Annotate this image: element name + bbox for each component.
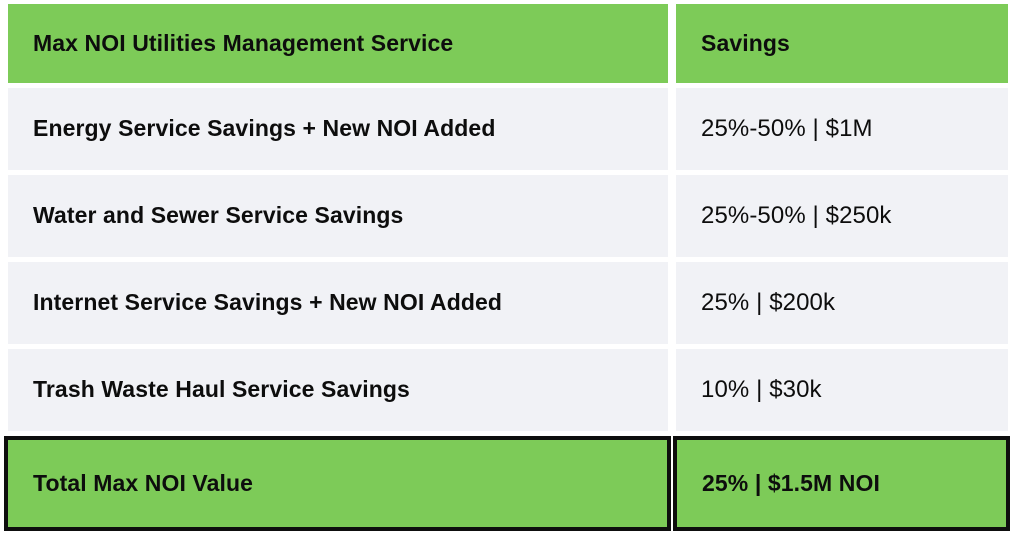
noi-savings-table: Max NOI Utilities Management Service Sav… [4,4,1010,531]
table-row-value: 25%-50% | $250k [676,175,1008,257]
table-header-service-label: Max NOI Utilities Management Service [33,29,454,56]
row-savings-value: 25%-50% | $1M [701,114,873,142]
table-row: Water and Sewer Service Savings [8,175,668,257]
table-row: Trash Waste Haul Service Savings [8,349,668,431]
table-header-service: Max NOI Utilities Management Service [8,4,668,83]
row-savings-value: 10% | $30k [701,375,822,403]
table-header-savings: Savings [676,4,1008,83]
table-total-row-label-cell: Total Max NOI Value [4,436,671,531]
table-row-value: 25%-50% | $1M [676,88,1008,170]
table-row: Energy Service Savings + New NOI Added [8,88,668,170]
row-service-label: Energy Service Savings + New NOI Added [33,115,496,142]
row-service-label: Trash Waste Haul Service Savings [33,376,410,403]
total-value: 25% | $1.5M NOI [702,469,880,496]
table-row: Internet Service Savings + New NOI Added [8,262,668,344]
table-total-row-value-cell: 25% | $1.5M NOI [673,436,1010,531]
row-service-label: Water and Sewer Service Savings [33,202,404,229]
table-row-value: 25% | $200k [676,262,1008,344]
table-header-savings-label: Savings [701,29,790,56]
row-savings-value: 25%-50% | $250k [701,201,892,229]
total-label: Total Max NOI Value [33,469,254,496]
table-row-value: 10% | $30k [676,349,1008,431]
row-savings-value: 25% | $200k [701,288,836,316]
row-service-label: Internet Service Savings + New NOI Added [33,289,503,316]
